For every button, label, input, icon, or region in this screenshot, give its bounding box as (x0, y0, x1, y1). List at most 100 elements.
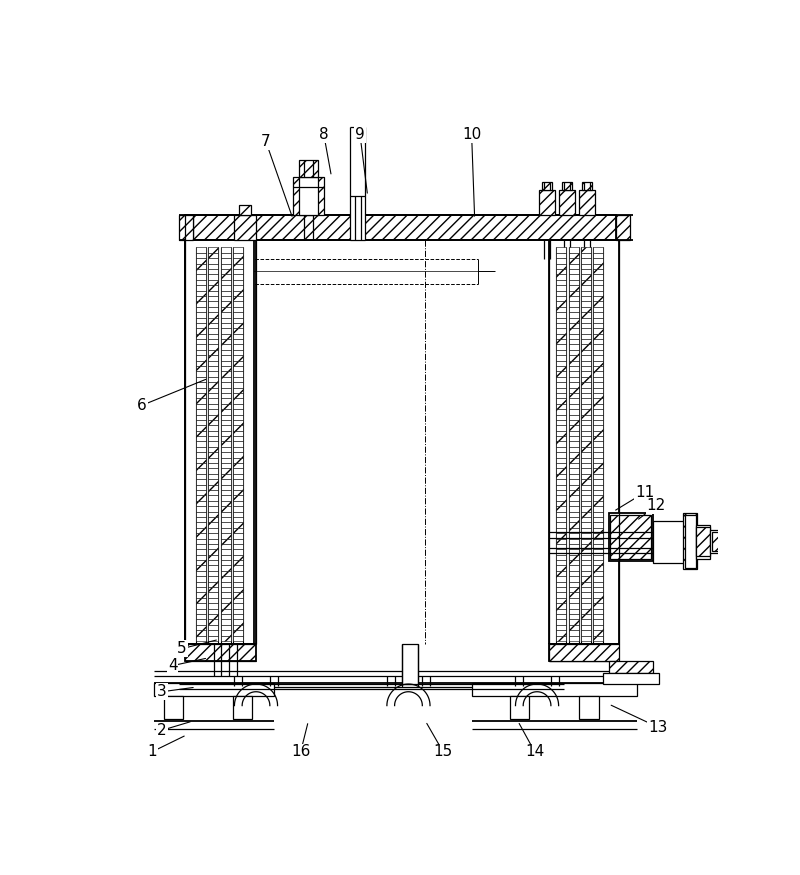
Bar (221, 269, 230, 275)
Bar (594, 312, 603, 318)
Bar (196, 635, 206, 640)
Bar (594, 614, 603, 620)
Bar (569, 495, 578, 500)
Bar (569, 512, 578, 517)
Bar (581, 592, 591, 598)
Bar (233, 635, 243, 640)
Bar (208, 290, 218, 296)
Bar (556, 436, 566, 442)
Bar (221, 415, 230, 420)
Bar (234, 215, 256, 240)
Bar (556, 312, 566, 318)
Bar (185, 215, 193, 240)
Bar (569, 625, 578, 630)
Bar (196, 620, 206, 625)
Bar (569, 490, 578, 495)
Bar (594, 307, 603, 312)
Bar (556, 355, 566, 360)
Bar (581, 253, 591, 258)
Bar (196, 480, 206, 485)
Bar (556, 398, 566, 403)
Bar (594, 366, 603, 371)
Bar (233, 533, 243, 538)
Bar (196, 333, 206, 340)
Bar (208, 480, 218, 485)
Bar (556, 495, 566, 500)
Bar (556, 403, 566, 410)
Text: 4: 4 (168, 658, 178, 673)
Bar (653, 521, 685, 564)
Bar (556, 452, 566, 458)
Bar (581, 307, 591, 312)
Bar (196, 452, 206, 458)
Bar (221, 371, 230, 377)
Bar (581, 425, 591, 430)
Bar (402, 644, 418, 684)
Bar (196, 269, 206, 275)
Bar (196, 355, 206, 360)
Bar (549, 644, 619, 661)
Bar (581, 371, 591, 377)
Bar (556, 371, 566, 377)
Bar (594, 598, 603, 603)
Bar (594, 630, 603, 635)
Bar (233, 550, 243, 555)
Bar (569, 388, 578, 393)
Bar (594, 415, 603, 420)
Bar (556, 609, 566, 614)
Bar (556, 630, 566, 635)
Bar (569, 425, 578, 430)
Bar (221, 458, 230, 463)
Bar (233, 528, 243, 533)
Bar (556, 468, 566, 474)
Bar (233, 307, 243, 312)
Bar (196, 280, 206, 285)
Bar (233, 430, 243, 436)
Bar (299, 160, 318, 177)
Bar (556, 512, 566, 517)
Bar (569, 318, 578, 323)
Bar (556, 480, 566, 485)
Bar (196, 512, 206, 517)
Bar (556, 296, 566, 301)
Bar (233, 350, 243, 355)
Bar (221, 360, 230, 366)
Bar (233, 263, 243, 269)
Bar (594, 468, 603, 474)
Bar (569, 248, 578, 253)
Bar (208, 577, 218, 582)
Bar (569, 603, 578, 609)
Bar (581, 360, 591, 366)
Bar (196, 500, 206, 506)
Bar (581, 512, 591, 517)
Bar (163, 696, 183, 719)
Bar (697, 525, 710, 558)
Bar (581, 436, 591, 442)
Bar (556, 360, 566, 366)
Bar (569, 522, 578, 528)
Bar (581, 582, 591, 587)
Bar (581, 355, 591, 360)
Bar (581, 420, 591, 425)
Bar (208, 614, 218, 620)
Bar (569, 635, 578, 640)
Bar (196, 248, 206, 253)
Bar (233, 560, 243, 565)
Bar (594, 522, 603, 528)
Bar (208, 420, 218, 425)
Bar (594, 355, 603, 360)
Bar (581, 565, 591, 570)
Bar (542, 182, 552, 190)
Bar (569, 598, 578, 603)
Bar (208, 517, 218, 522)
Bar (581, 403, 591, 410)
Bar (556, 377, 566, 382)
Bar (221, 248, 230, 253)
Bar (594, 290, 603, 296)
Bar (594, 635, 603, 640)
Bar (581, 447, 591, 452)
Bar (221, 560, 230, 565)
Bar (556, 582, 566, 587)
Bar (233, 328, 243, 333)
Bar (556, 544, 566, 550)
